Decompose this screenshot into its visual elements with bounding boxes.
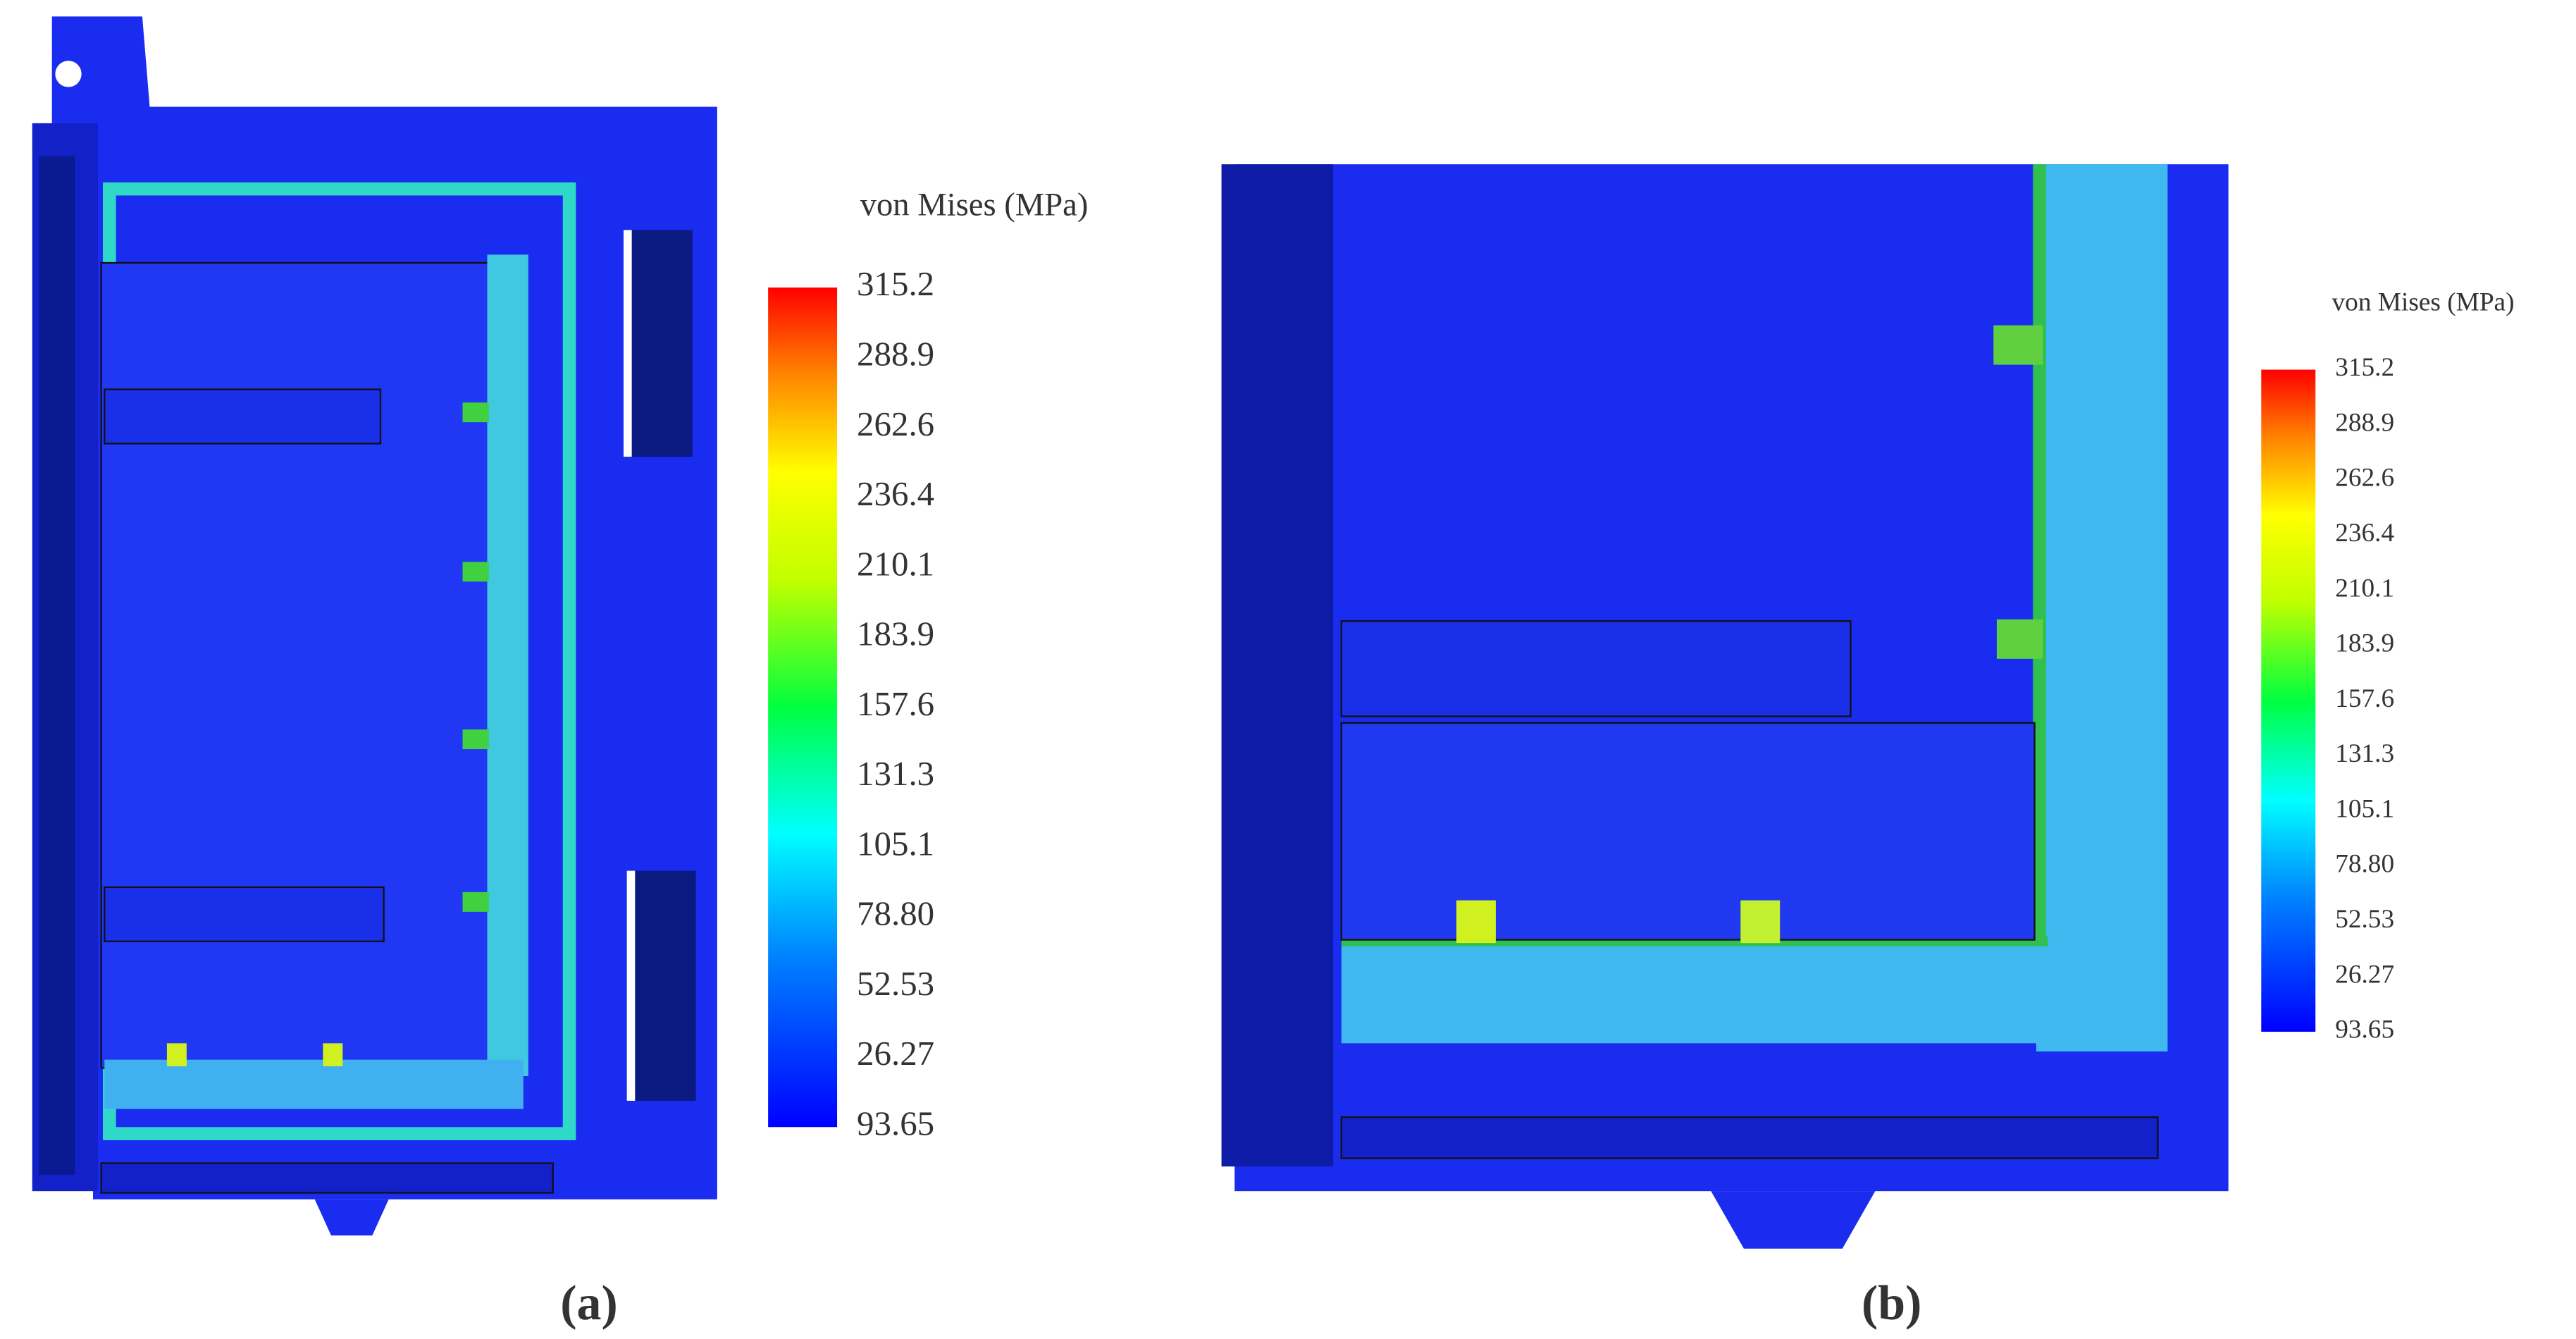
legend-label: 78.80 (2335, 850, 2394, 879)
legend-title: von Mises (MPa) (2332, 288, 2515, 317)
legend-label: 183.9 (2335, 629, 2394, 658)
legend-label: 131.3 (2335, 739, 2394, 768)
legend-label: 288.9 (2335, 408, 2394, 437)
legend-label: 105.1 (2335, 794, 2394, 823)
render-a (32, 16, 717, 1236)
colorbar (2261, 369, 2316, 1032)
legend-label: 262.6 (857, 405, 934, 443)
legend-label: 236.4 (2335, 519, 2394, 548)
legend-label: 262.6 (2335, 464, 2394, 493)
legend-label: 52.53 (2335, 905, 2394, 934)
legend-label: 157.6 (857, 684, 934, 723)
legend-label: 236.4 (857, 474, 934, 513)
legend-label: 183.9 (857, 615, 934, 653)
legend-label: 288.9 (857, 334, 934, 373)
caption: (a) (560, 1276, 618, 1331)
legend-label: 315.2 (857, 264, 934, 303)
legend-label: 105.1 (857, 824, 934, 863)
legend-label: 210.1 (2335, 574, 2394, 603)
legend-label: 157.6 (2335, 684, 2394, 713)
render-b (1221, 164, 2229, 1249)
legend-label: 78.80 (857, 894, 934, 933)
legend-label: 131.3 (857, 754, 934, 793)
legend-label: 210.1 (857, 544, 934, 583)
legend-label: 93.65 (2335, 1016, 2394, 1044)
legend-label: 52.53 (857, 964, 934, 1003)
caption: (b) (1862, 1276, 1921, 1331)
colorbar (768, 287, 838, 1128)
legend-label: 26.27 (857, 1034, 934, 1073)
legend-label: 26.27 (2335, 960, 2394, 989)
legend-label: 93.65 (857, 1104, 934, 1142)
legend-title: von Mises (MPa) (860, 186, 1089, 223)
legend-label: 315.2 (2335, 353, 2394, 382)
